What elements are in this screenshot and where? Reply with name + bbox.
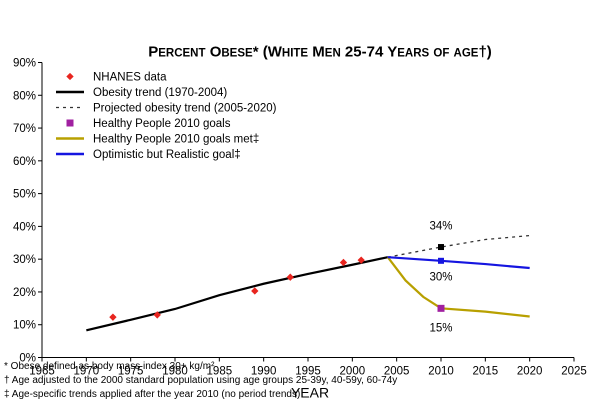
value-marker — [438, 244, 444, 251]
legend-label: Projected obesity trend (2005-2020) — [93, 103, 277, 115]
annotation-label: 34% — [429, 221, 452, 233]
y-tick-label: 80% — [13, 90, 36, 102]
x-tick-label: 1975 — [118, 366, 144, 378]
x-tick-label: 2020 — [517, 366, 543, 378]
x-tick-label: 2000 — [340, 366, 366, 378]
series-layer: 34% 30% 15% — [86, 221, 530, 334]
series-line — [386, 256, 530, 318]
y-tick-label: 40% — [13, 221, 36, 233]
axes: 0% 10% 20% 30% 40% 50% 60% 70% 80% 90% 1965 1970 197… — [13, 58, 587, 378]
value-marker — [438, 257, 444, 264]
y-tick-label: 90% — [13, 58, 36, 70]
data-point — [357, 256, 365, 264]
legend-label: Healthy People 2010 goals met‡ — [93, 134, 259, 146]
legend-label: Healthy People 2010 goals — [93, 118, 231, 130]
x-tick-label: 2010 — [428, 366, 454, 378]
series-dashed-line — [387, 234, 530, 258]
annotation-label: 15% — [429, 322, 452, 334]
footnote-bmi: * Obese defined as body mass index 30+ k… — [4, 361, 215, 372]
footnote-age-specific: ‡ Age-specific trends applied after the … — [4, 389, 301, 400]
data-point — [286, 273, 294, 281]
x-tick-label: 1970 — [74, 366, 100, 378]
y-tick-label: 10% — [13, 320, 36, 332]
x-tick-label: 2015 — [473, 366, 499, 378]
series-line — [86, 256, 389, 332]
y-tick-label: 50% — [13, 189, 36, 201]
x-axis-label: YEAR — [291, 385, 329, 401]
x-tick-label: 1990 — [251, 366, 277, 378]
x-tick-label: 1995 — [295, 366, 321, 378]
annotation-label: 30% — [429, 271, 452, 283]
data-point — [153, 311, 161, 319]
footnote-age-adjusted: † Age adjusted to the 2000 standard popu… — [4, 375, 398, 386]
legend-swatch-diamond — [66, 72, 74, 81]
y-tick-label: 20% — [13, 287, 36, 299]
legend-label: Optimistic but Realistic goal‡ — [93, 149, 241, 161]
x-tick-label: 2005 — [384, 366, 410, 378]
legend-label: Obesity trend (1970-2004) — [93, 87, 227, 99]
series-line — [387, 256, 530, 270]
data-point — [109, 313, 117, 321]
y-tick-label: 60% — [13, 156, 36, 168]
y-tick-label: 0% — [19, 353, 36, 365]
goal-marker — [437, 304, 445, 312]
legend-label: NHANES data — [93, 72, 167, 84]
y-tick-label: 30% — [13, 254, 36, 266]
chart-title: PERCENT OBESE* (WHITE MEN 25-74 YEARS OF… — [148, 44, 492, 61]
x-tick-label: 1985 — [207, 366, 233, 378]
x-tick-label: 2025 — [561, 366, 587, 378]
x-tick-label: 1980 — [162, 366, 188, 378]
legend-swatch-square — [66, 119, 74, 127]
legend: NHANES data Obesity trend (1970-2004) Proj… — [56, 72, 277, 161]
y-tick-label: 70% — [13, 123, 36, 135]
data-point — [251, 287, 259, 295]
x-tick-label: 1965 — [29, 366, 55, 378]
